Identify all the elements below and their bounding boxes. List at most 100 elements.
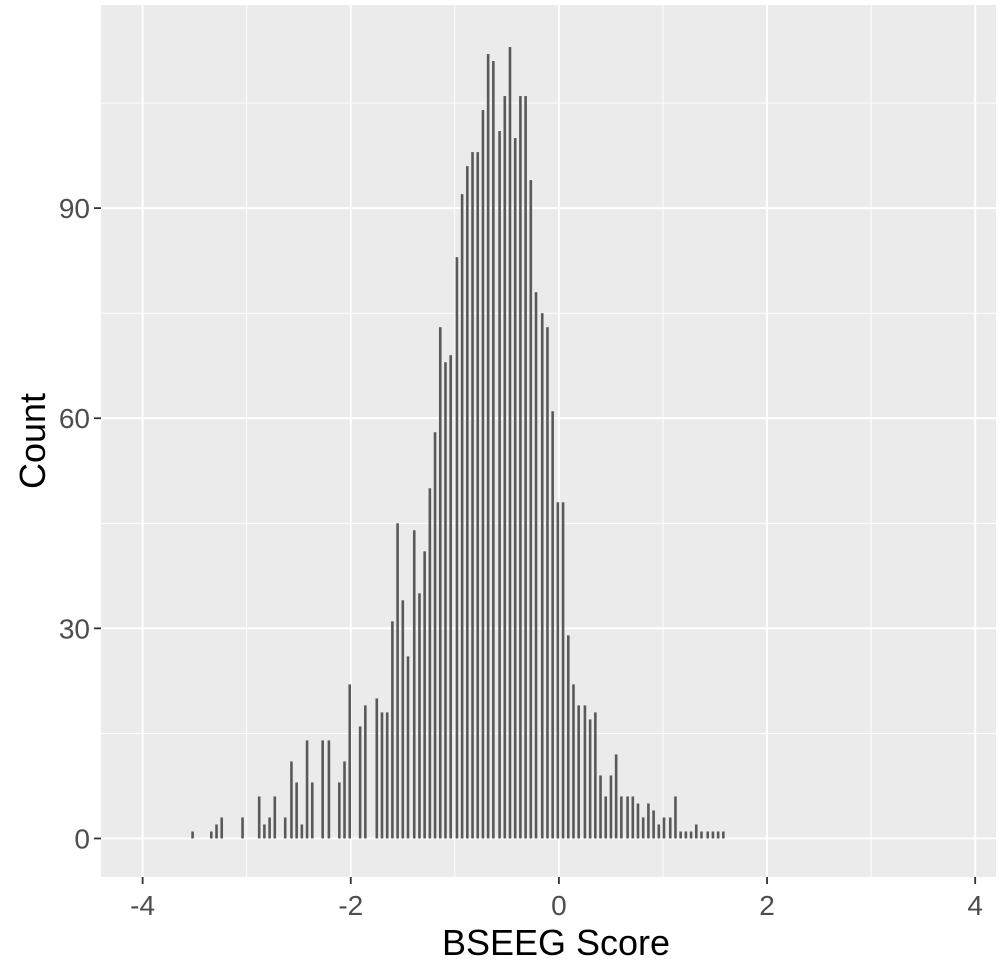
- histogram-bar: [471, 152, 474, 839]
- histogram-bar: [466, 166, 469, 839]
- histogram-bar: [375, 698, 379, 839]
- histogram-bar: [706, 831, 710, 839]
- histogram-bar: [481, 110, 485, 839]
- histogram-bar: [546, 327, 549, 839]
- histogram-bar: [722, 831, 725, 839]
- histogram-bar: [599, 775, 602, 839]
- histogram-bar: [609, 775, 613, 839]
- histogram-bar: [338, 782, 341, 839]
- histogram-bar: [626, 796, 629, 839]
- histogram-bar: [191, 831, 194, 839]
- histogram-bar: [327, 740, 331, 839]
- x-tick-label: -2: [338, 890, 363, 921]
- histogram-bar: [358, 726, 362, 839]
- histogram-bar: [433, 432, 437, 839]
- histogram-bar: [300, 824, 304, 839]
- histogram-bar: [460, 194, 464, 839]
- histogram-bar: [257, 796, 261, 839]
- histogram-bar: [662, 817, 666, 839]
- x-tick-label: 0: [551, 890, 567, 921]
- histogram-bar: [321, 740, 324, 839]
- histogram-bar: [668, 817, 672, 839]
- histogram-bar: [508, 47, 512, 839]
- histogram-bar: [604, 796, 608, 839]
- histogram-bars: [191, 47, 725, 839]
- histogram-bar: [241, 817, 244, 839]
- histogram-bar: [657, 824, 661, 839]
- histogram-bar: [689, 831, 693, 839]
- histogram-bar: [343, 761, 346, 839]
- histogram-bar: [380, 712, 384, 839]
- x-tick-label: -4: [130, 890, 155, 921]
- x-tick-label: 4: [967, 890, 983, 921]
- histogram-bar: [310, 782, 314, 839]
- y-axis-ticks: 0 30 60 90: [59, 193, 101, 854]
- histogram-bar: [428, 488, 432, 839]
- histogram-bar: [295, 782, 298, 839]
- histogram-bar: [210, 831, 213, 839]
- y-tick-label: 60: [59, 403, 90, 434]
- histogram-bar: [566, 635, 570, 839]
- histogram-bar: [700, 831, 703, 839]
- histogram-bar: [583, 705, 587, 839]
- histogram-bar: [572, 684, 575, 839]
- histogram-bar: [684, 831, 688, 839]
- y-tick-label: 30: [59, 613, 90, 644]
- histogram-bar: [263, 824, 266, 839]
- histogram-bar: [534, 292, 538, 839]
- histogram-bar: [614, 754, 618, 839]
- histogram-bar: [401, 600, 405, 839]
- histogram-bar: [283, 817, 287, 839]
- histogram-bar: [620, 796, 623, 839]
- histogram-bar: [418, 593, 421, 839]
- histogram-bar: [694, 824, 698, 839]
- histogram-bar: [423, 551, 426, 839]
- histogram-bar: [412, 530, 416, 839]
- histogram-bar: [406, 656, 410, 839]
- histogram-bar: [438, 327, 442, 839]
- histogram-bar: [268, 817, 271, 839]
- histogram-bar: [444, 362, 447, 839]
- histogram-bar: [305, 740, 309, 839]
- histogram-bar: [476, 152, 480, 839]
- histogram-bar: [674, 796, 677, 839]
- histogram-bar: [577, 705, 580, 839]
- histogram-bar: [391, 621, 394, 839]
- histogram-bar: [449, 355, 452, 839]
- x-axis-ticks: -4 -2 0 2 4: [130, 877, 983, 921]
- histogram-bar: [561, 502, 565, 839]
- histogram-bar: [290, 761, 293, 839]
- histogram-bar: [556, 502, 560, 839]
- histogram-bar: [529, 180, 533, 839]
- histogram-bar: [711, 831, 715, 839]
- histogram-bar: [551, 411, 554, 839]
- histogram-bar: [364, 705, 367, 839]
- histogram-bar: [540, 313, 544, 839]
- histogram-bar: [594, 712, 597, 839]
- histogram-bar: [679, 831, 682, 839]
- histogram-bar: [524, 96, 527, 839]
- histogram-bar: [396, 523, 399, 839]
- histogram-bar: [220, 817, 224, 839]
- x-axis-title: BSEEG Score: [442, 922, 670, 961]
- histogram-bar: [492, 61, 495, 839]
- histogram-bar: [215, 824, 218, 839]
- histogram-bar: [455, 257, 459, 839]
- y-tick-label: 0: [74, 823, 90, 854]
- histogram-bar: [641, 817, 645, 839]
- histogram-bar: [652, 810, 655, 839]
- histogram-bar: [498, 131, 501, 839]
- histogram-bar: [631, 796, 635, 839]
- histogram-bar: [636, 803, 640, 839]
- histogram-bar: [647, 803, 650, 839]
- histogram-bar: [486, 54, 490, 839]
- histogram-bar: [273, 796, 277, 839]
- histogram-bar: [588, 719, 592, 839]
- histogram-bar: [519, 96, 522, 839]
- histogram-bar: [385, 712, 389, 839]
- y-axis-title: Count: [12, 393, 53, 489]
- histogram-bar: [716, 831, 720, 839]
- histogram-bar: [513, 138, 517, 839]
- x-tick-label: 2: [759, 890, 775, 921]
